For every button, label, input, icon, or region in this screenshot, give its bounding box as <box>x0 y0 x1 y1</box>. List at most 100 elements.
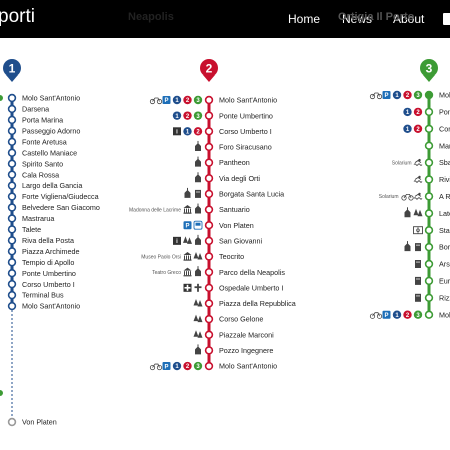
station-stop[interactable]: Von Platen P <box>183 220 254 230</box>
station-dot[interactable] <box>7 247 17 256</box>
station-stop[interactable]: Stadi <box>413 226 450 235</box>
station-stop[interactable]: Spirito Santo <box>7 159 64 168</box>
station-dot[interactable] <box>424 141 434 150</box>
station-dot[interactable] <box>204 314 214 324</box>
station-stop[interactable]: Rivie <box>413 175 450 184</box>
station-stop[interactable]: Molo Sant'Antonio <box>7 302 81 311</box>
station-dot[interactable] <box>424 310 434 319</box>
station-stop[interactable]: Rizza <box>415 293 450 302</box>
station-stop[interactable]: Arse <box>415 260 450 269</box>
station-stop[interactable]: Tempio di Apollo <box>7 258 75 267</box>
station-dot[interactable] <box>7 214 17 223</box>
station-dot[interactable] <box>7 236 17 245</box>
station-dot[interactable] <box>204 252 214 261</box>
station-dot[interactable] <box>424 226 434 235</box>
station-dot[interactable] <box>424 175 434 184</box>
station-dot[interactable] <box>7 148 17 157</box>
station-dot[interactable] <box>424 192 434 201</box>
station-dot[interactable] <box>424 107 434 117</box>
station-stop[interactable]: Pont 21 <box>403 108 450 117</box>
station-dot[interactable] <box>7 269 17 278</box>
station-stop[interactable]: Foro Siracusano <box>195 140 272 152</box>
station-dot[interactable] <box>204 111 214 120</box>
station-dot[interactable] <box>7 181 17 190</box>
station-dot[interactable] <box>7 258 17 267</box>
station-dot[interactable] <box>424 124 434 134</box>
tab-ortigia[interactable]: Ortigia Il Porto <box>338 11 415 23</box>
nav-news-link[interactable]: News <box>342 12 373 26</box>
line-1-marker[interactable]: 1 <box>3 59 21 82</box>
station-dot[interactable] <box>7 279 17 289</box>
station-dot[interactable] <box>424 209 434 218</box>
station-dot[interactable] <box>204 158 214 167</box>
station-stop[interactable]: Forte Vigliena/Giudecca <box>7 192 99 201</box>
station-dot[interactable] <box>424 293 434 302</box>
station-dot[interactable] <box>204 205 214 214</box>
station-stop[interactable]: Molo Sant'Antonio 32 1 P <box>149 96 277 105</box>
station-stop[interactable]: Teocrito Museo Paolo Orsi <box>141 252 244 261</box>
station-stop[interactable]: Castello Maniace <box>7 148 78 157</box>
station-dot[interactable] <box>7 225 17 234</box>
site-brand[interactable]: porti <box>0 6 35 27</box>
station-stop[interactable]: Mastrarua <box>7 214 55 223</box>
line-3-marker[interactable]: 3 <box>420 59 438 82</box>
nav-home-link[interactable]: Home <box>288 12 321 26</box>
station-stop[interactable]: Ponte Umbertino 32 1 <box>172 111 273 120</box>
station-dot[interactable] <box>204 221 214 230</box>
tab-neapolis[interactable]: Neapolis <box>128 11 174 23</box>
station-stop[interactable]: Piazzale Marconi <box>193 330 275 339</box>
station-dot[interactable] <box>7 203 17 212</box>
station-dot[interactable] <box>424 259 434 269</box>
station-dot[interactable] <box>204 267 214 277</box>
station-stop[interactable]: Pozzo Ingegnere <box>195 344 273 355</box>
station-stop[interactable]: Euripi <box>415 277 450 286</box>
station-dot[interactable] <box>7 192 17 201</box>
station-dot[interactable] <box>7 126 17 136</box>
station-dot[interactable] <box>7 104 17 114</box>
station-stop[interactable]: Terminal Bus <box>7 290 64 300</box>
station-stop[interactable]: San Giovanni i <box>173 234 263 246</box>
station-stop[interactable]: Mari <box>424 141 450 150</box>
station-stop[interactable]: Fonte Aretusa <box>7 137 67 147</box>
station-stop[interactable]: Cors 21 <box>403 124 450 133</box>
station-dot[interactable] <box>204 346 214 355</box>
station-stop[interactable]: Molo Sant'Antonio <box>7 93 81 103</box>
station-stop[interactable]: Passeggio Adorno <box>7 126 81 136</box>
line-2-marker[interactable]: 2 <box>200 59 218 82</box>
station-dot[interactable] <box>7 93 17 103</box>
station-stop[interactable]: Santuario Madonna delle Lacrime <box>129 203 250 215</box>
station-dot[interactable] <box>424 276 434 286</box>
station-dot[interactable] <box>424 158 434 167</box>
station-dot[interactable] <box>7 417 17 427</box>
station-stop[interactable]: Molo 32 1 P <box>369 310 450 319</box>
nav-overflow-item[interactable] <box>443 13 450 25</box>
station-stop[interactable]: Corso Umberto I 21 i <box>173 127 272 136</box>
station-stop[interactable]: Borgata Santa Lucia <box>184 187 285 199</box>
station-stop[interactable]: Von Platen <box>7 417 57 427</box>
station-stop[interactable]: Corso Gelone <box>193 314 264 324</box>
station-dot[interactable] <box>424 90 434 100</box>
station-stop[interactable]: Latom <box>404 207 450 218</box>
station-dot[interactable] <box>204 189 214 199</box>
station-dot[interactable] <box>204 174 214 183</box>
station-stop[interactable]: Piazza Archimede <box>7 247 80 256</box>
station-stop[interactable]: Porta Marina <box>7 115 64 125</box>
station-dot[interactable] <box>204 299 214 308</box>
station-dot[interactable] <box>7 115 17 125</box>
station-dot[interactable] <box>7 137 17 147</box>
station-stop[interactable]: Via degli Orti <box>195 172 260 183</box>
station-dot[interactable] <box>204 236 214 246</box>
station-dot[interactable] <box>204 127 214 136</box>
station-stop[interactable]: Darsena <box>7 104 50 114</box>
station-dot[interactable] <box>204 330 214 339</box>
station-stop[interactable]: Ponte Umbertino <box>7 269 76 278</box>
station-dot[interactable] <box>424 242 434 252</box>
nav-about-link[interactable]: About <box>393 12 425 26</box>
station-dot[interactable] <box>7 290 17 300</box>
station-dot[interactable] <box>204 142 214 152</box>
station-stop[interactable]: Largo della Gancia <box>7 181 83 190</box>
station-stop[interactable]: A Ru Solarium <box>379 192 450 201</box>
station-stop[interactable]: Riva della Posta <box>7 236 74 245</box>
station-stop[interactable]: Belvedere San Giacomo <box>7 203 100 212</box>
station-stop[interactable]: Borg <box>404 241 450 252</box>
